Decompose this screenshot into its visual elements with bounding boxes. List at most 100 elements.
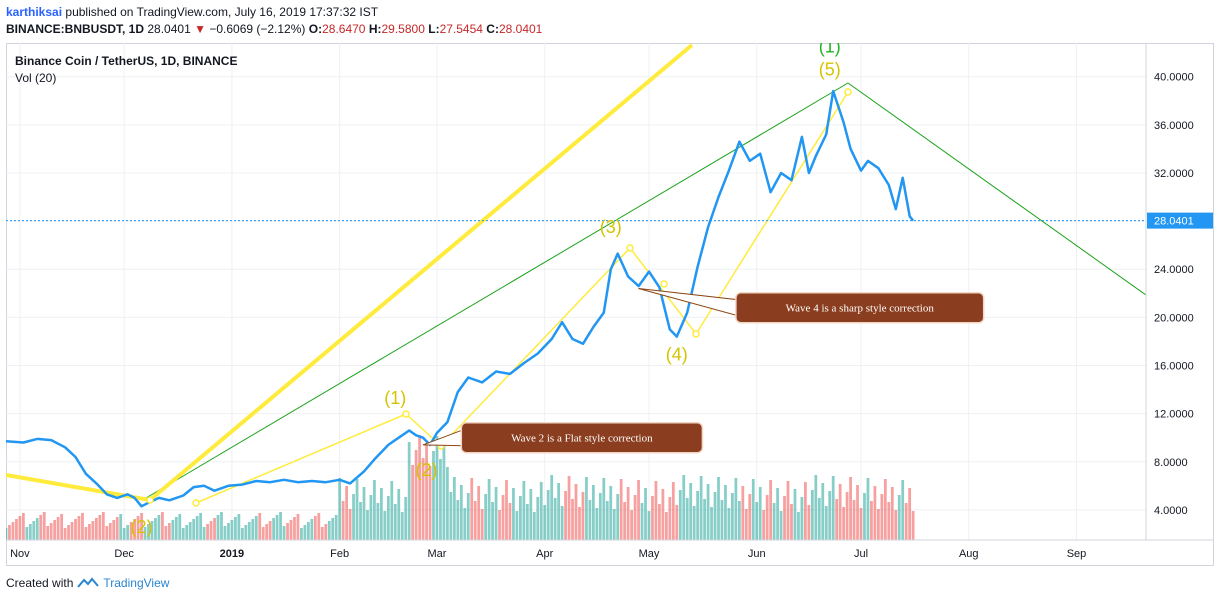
volume-bar (32, 521, 36, 540)
volume-bar (46, 526, 50, 540)
volume-bar (60, 514, 63, 540)
volume-bar (119, 514, 123, 540)
callout-text: Wave 2 is a Flat style correction (511, 433, 653, 445)
volume-bar (390, 481, 394, 540)
volume-bar (195, 516, 199, 540)
price-change: −0.6069 (−2.12%) (209, 22, 306, 36)
volume-bar (814, 475, 818, 540)
low-label: L: (428, 22, 440, 36)
volume-bar (529, 489, 533, 540)
header-line-2: BINANCE:BNBUSDT, 1D 28.0401 ▼ −0.6069 (−… (6, 21, 542, 38)
volume-bar (696, 491, 700, 540)
volume-bar (883, 479, 887, 540)
volume-bar (362, 487, 366, 540)
volume-bar (901, 480, 905, 540)
wave-pivot-marker (192, 499, 200, 507)
volume-bar (310, 519, 314, 540)
volume-bar (626, 487, 630, 540)
volume-bar (876, 509, 880, 540)
volume-bar (25, 527, 29, 540)
last-price: 28.0401 (147, 22, 191, 36)
volume-bar (275, 515, 279, 540)
wave-pivot-marker (844, 88, 852, 96)
volume-bar (289, 520, 293, 540)
volume-bar (525, 504, 529, 540)
x-tick-label: Apr (536, 548, 553, 560)
x-tick-label: Dec (114, 548, 134, 560)
x-tick-label: Sep (1067, 548, 1087, 560)
volume-bar (724, 485, 727, 540)
volume-bar (220, 512, 223, 540)
price-chart[interactable]: Wave 4 is a sharp style correction Wave 2… (4, 37, 1214, 566)
open-label: O: (308, 22, 323, 36)
y-tick-label: 20.0000 (1154, 312, 1194, 324)
volume-bar (331, 518, 335, 540)
wave-label: (5) (819, 59, 841, 79)
tradingview-brand-link[interactable]: TradingView (103, 576, 170, 590)
volume-bar (56, 517, 60, 540)
volume-bar (908, 488, 912, 540)
volume-bar (355, 479, 359, 540)
volume-bar (699, 476, 703, 540)
volume-bar (376, 503, 380, 540)
volume-bar (484, 494, 488, 540)
last-price-tag: 28.0401 (1147, 212, 1213, 229)
volume-bar (244, 525, 248, 540)
volume-bar (247, 522, 251, 540)
tradingview-logo-icon (77, 577, 100, 588)
volume-bar (644, 488, 647, 540)
volume-bar (352, 494, 355, 540)
volume-bar (213, 518, 216, 540)
green-channel-down (847, 82, 1147, 296)
volume-bar (199, 513, 203, 540)
volume-bar (216, 515, 220, 540)
volume-bar (498, 510, 501, 540)
volume-bar (418, 435, 421, 540)
volume-bar (804, 482, 807, 540)
volume-bar (856, 485, 859, 540)
volume-bar (550, 475, 554, 540)
chart-panel[interactable]: Wave 4 is a sharp style correction Wave 2… (4, 37, 1214, 566)
volume-bar (67, 525, 70, 540)
volume-bar (588, 500, 592, 540)
created-with-text: Created with (6, 576, 74, 590)
volume-bar (63, 528, 67, 540)
volume-bar (4, 528, 8, 540)
close-value: 28.0401 (498, 22, 543, 36)
volume-bar (863, 493, 866, 540)
volume-bar (265, 524, 269, 540)
volume-bar (741, 486, 745, 540)
volume-bar (661, 489, 665, 540)
volume-bar (793, 489, 797, 540)
volume-bar (758, 487, 762, 540)
volume-bar (18, 516, 22, 540)
volume-bar (786, 481, 790, 540)
author-link[interactable]: karthiksai (6, 5, 63, 19)
volume-bar (713, 492, 717, 540)
y-tick-label: 32.0000 (1154, 168, 1194, 180)
published-text: published on TradingView.com, July 16, 2… (65, 5, 379, 19)
volume-bar (313, 516, 317, 540)
volume-bar (678, 490, 682, 540)
volume-bar (88, 524, 91, 540)
volume-bar (769, 480, 773, 540)
volume-bar (546, 490, 550, 540)
wave-label: (4) (666, 345, 688, 365)
volume-bar (35, 518, 39, 540)
volume-bar (439, 459, 442, 540)
volume-bar (797, 512, 800, 540)
x-tick-label: May (639, 548, 660, 560)
volume-bar (101, 512, 105, 540)
volume-bar (710, 507, 713, 540)
volume-bar (647, 511, 651, 540)
volume-bar (293, 517, 296, 540)
volume-bar (845, 492, 849, 540)
wave-drawings (5, 43, 1147, 504)
x-tick-label: Feb (330, 548, 349, 560)
volume-bar (807, 505, 811, 540)
volume-bar (185, 525, 189, 540)
time-axis[interactable]: Nov Dec 2019 Feb Mar Apr May Jun Jul Aug Sep (10, 548, 1086, 560)
volume-bar (637, 480, 640, 540)
volume-bar (435, 436, 439, 540)
volume-bar (39, 515, 43, 540)
